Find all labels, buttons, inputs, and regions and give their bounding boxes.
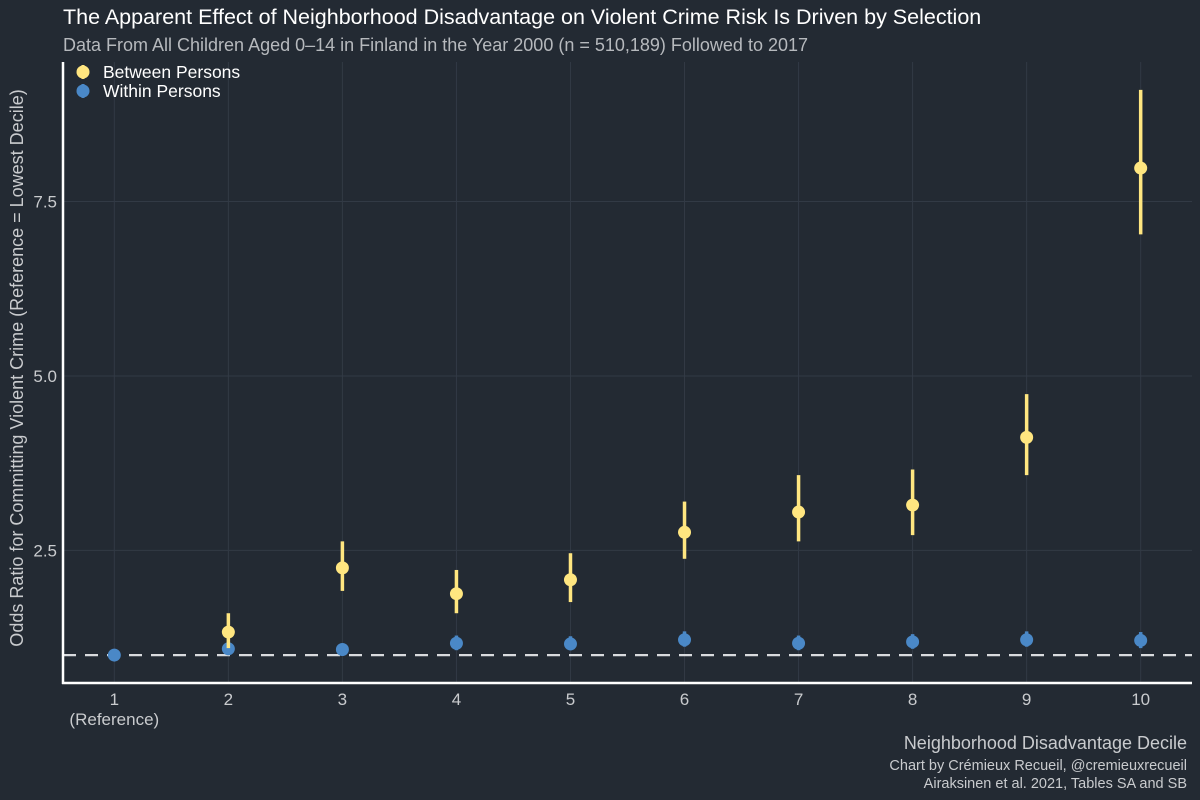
data-point	[678, 525, 692, 539]
y-tick-label: 5.0	[33, 367, 57, 386]
data-point	[221, 625, 235, 639]
data-point	[449, 587, 463, 601]
data-point	[563, 637, 577, 651]
data-point	[335, 643, 349, 657]
x-tick-label: 5	[566, 690, 575, 709]
data-point	[678, 633, 692, 647]
data-point	[107, 648, 121, 662]
data-point	[792, 636, 806, 650]
data-point	[563, 573, 577, 587]
legend-label: Within Persons	[103, 81, 221, 101]
x-tick-label: 9	[1022, 690, 1031, 709]
chart-subtitle: Data From All Children Aged 0–14 in Finl…	[63, 35, 808, 55]
data-point	[335, 561, 349, 575]
y-tick-label: 7.5	[33, 193, 57, 212]
x-tick-label: 8	[908, 690, 917, 709]
y-tick-label: 2.5	[33, 541, 57, 560]
x-tick-label: 3	[338, 690, 347, 709]
data-point	[1020, 430, 1034, 444]
legend-label: Between Persons	[103, 62, 240, 82]
x-tick-label: 4	[452, 690, 461, 709]
data-point	[1134, 161, 1148, 175]
legend-key	[76, 84, 90, 98]
legend-key	[76, 65, 90, 79]
data-marks	[107, 89, 1148, 662]
axes	[61, 62, 1192, 685]
data-point	[906, 498, 920, 512]
y-axis-title: Odds Ratio for Committing Violent Crime …	[7, 89, 27, 646]
x-tick-label: 1	[110, 690, 119, 709]
tick-labels: 1 2 3 4 5 6 7 8 9 10 (Reference) 2.5 5.0 7.5	[33, 193, 1150, 729]
x-axis-title: Neighborhood Disadvantage Decile	[903, 733, 1187, 753]
x-tick-label: 2	[224, 690, 233, 709]
caption-source: Airaksinen et al. 2021, Tables SA and SB	[923, 776, 1187, 792]
data-point	[906, 635, 920, 649]
data-point	[449, 636, 463, 650]
data-point	[792, 505, 806, 519]
data-point	[1020, 633, 1034, 647]
data-point	[1134, 633, 1148, 647]
chart-title: The Apparent Effect of Neighborhood Disa…	[63, 5, 982, 29]
x-tick-label: 10	[1131, 690, 1150, 709]
data-point	[221, 642, 235, 656]
caption-credit: Chart by Crémieux Recueil, @cremieuxrecu…	[889, 758, 1187, 774]
x-tick-label: 7	[794, 690, 803, 709]
gridlines	[63, 62, 1192, 683]
x-tick-label: 6	[680, 690, 689, 709]
x-tick-sublabel: (Reference)	[69, 710, 159, 729]
